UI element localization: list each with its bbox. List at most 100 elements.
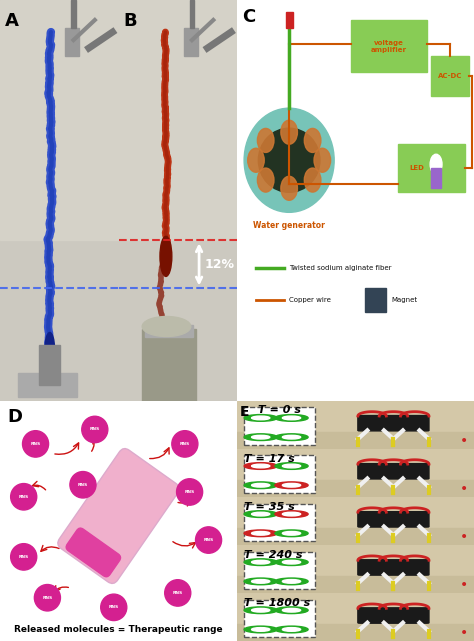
Circle shape — [252, 483, 270, 487]
Circle shape — [275, 578, 308, 585]
Circle shape — [275, 415, 308, 421]
FancyBboxPatch shape — [66, 528, 120, 577]
Text: RNS: RNS — [78, 483, 88, 487]
Circle shape — [252, 512, 270, 516]
Circle shape — [165, 579, 191, 606]
Circle shape — [244, 607, 277, 613]
Circle shape — [244, 482, 277, 488]
Circle shape — [11, 544, 36, 570]
Circle shape — [46, 349, 53, 372]
Ellipse shape — [257, 128, 274, 153]
Text: Copper wire: Copper wire — [289, 297, 331, 303]
Bar — [190, 0, 194, 28]
Ellipse shape — [244, 108, 334, 212]
Text: D: D — [7, 408, 22, 426]
Text: Released molecules = Therapeutic range: Released molecules = Therapeutic range — [14, 625, 223, 634]
Circle shape — [275, 559, 308, 565]
Ellipse shape — [281, 176, 298, 200]
Text: B: B — [123, 12, 137, 30]
Bar — [18, 372, 77, 397]
Circle shape — [430, 154, 442, 174]
Circle shape — [252, 628, 270, 631]
Ellipse shape — [257, 168, 274, 192]
Circle shape — [11, 483, 36, 510]
Text: RNS: RNS — [18, 495, 29, 499]
Bar — [237, 432, 474, 449]
Circle shape — [244, 511, 277, 517]
Text: RNS: RNS — [184, 490, 195, 494]
Text: RNS: RNS — [180, 442, 190, 446]
Text: E: E — [239, 406, 249, 419]
Bar — [398, 144, 465, 192]
Bar — [365, 288, 386, 313]
Text: RNS: RNS — [30, 442, 41, 446]
Circle shape — [283, 608, 301, 612]
Text: T = 240 s: T = 240 s — [244, 549, 302, 560]
Text: LED: LED — [410, 165, 425, 171]
Circle shape — [252, 608, 270, 612]
Text: T = 0 s: T = 0 s — [258, 406, 301, 415]
Text: •: • — [460, 626, 468, 640]
Bar — [431, 168, 441, 188]
FancyBboxPatch shape — [358, 512, 429, 527]
FancyBboxPatch shape — [358, 560, 429, 575]
Bar — [237, 528, 474, 545]
Text: •: • — [460, 530, 468, 544]
FancyBboxPatch shape — [58, 449, 179, 583]
Circle shape — [275, 511, 308, 517]
Text: RNS: RNS — [18, 555, 29, 559]
Text: •: • — [460, 578, 468, 592]
Circle shape — [244, 463, 277, 469]
Text: voltage
amplifier: voltage amplifier — [371, 40, 407, 53]
Circle shape — [275, 463, 308, 469]
Text: •: • — [460, 434, 468, 448]
Circle shape — [283, 483, 301, 487]
Bar — [0, 0, 118, 240]
Circle shape — [244, 626, 277, 633]
Circle shape — [283, 512, 301, 516]
Text: RNS: RNS — [173, 591, 183, 595]
Bar — [285, 12, 292, 28]
Text: Twisted sodium alginate fiber: Twisted sodium alginate fiber — [289, 265, 392, 271]
Circle shape — [283, 531, 301, 535]
Circle shape — [35, 585, 61, 611]
Text: RNS: RNS — [42, 595, 53, 600]
Circle shape — [275, 607, 308, 613]
Circle shape — [252, 531, 270, 535]
Text: T = 17 s: T = 17 s — [244, 454, 295, 463]
Bar — [145, 324, 193, 337]
Circle shape — [275, 530, 308, 537]
Bar — [237, 624, 474, 641]
Bar — [237, 480, 474, 497]
Bar — [142, 328, 195, 401]
Text: C: C — [242, 8, 255, 26]
Text: A: A — [5, 12, 18, 30]
Ellipse shape — [247, 148, 264, 172]
Text: T = 35 s: T = 35 s — [244, 501, 295, 512]
Circle shape — [100, 594, 127, 620]
Circle shape — [252, 435, 270, 439]
Bar — [244, 408, 315, 445]
Text: Magnet: Magnet — [391, 297, 417, 303]
Ellipse shape — [258, 128, 320, 192]
Circle shape — [252, 464, 270, 468]
Circle shape — [275, 434, 308, 440]
Ellipse shape — [281, 121, 298, 144]
Bar — [244, 551, 315, 589]
Text: Water generator: Water generator — [253, 221, 325, 230]
Bar — [39, 345, 61, 385]
Bar — [244, 600, 315, 637]
Bar — [71, 0, 76, 28]
Circle shape — [244, 578, 277, 585]
Bar — [65, 28, 80, 56]
Bar — [431, 56, 469, 96]
Circle shape — [244, 530, 277, 537]
Ellipse shape — [142, 317, 191, 337]
Circle shape — [172, 431, 198, 457]
Circle shape — [283, 579, 301, 583]
Circle shape — [283, 560, 301, 564]
Bar — [184, 28, 198, 56]
Circle shape — [176, 479, 203, 505]
Text: RNS: RNS — [109, 605, 119, 610]
FancyBboxPatch shape — [358, 608, 429, 623]
